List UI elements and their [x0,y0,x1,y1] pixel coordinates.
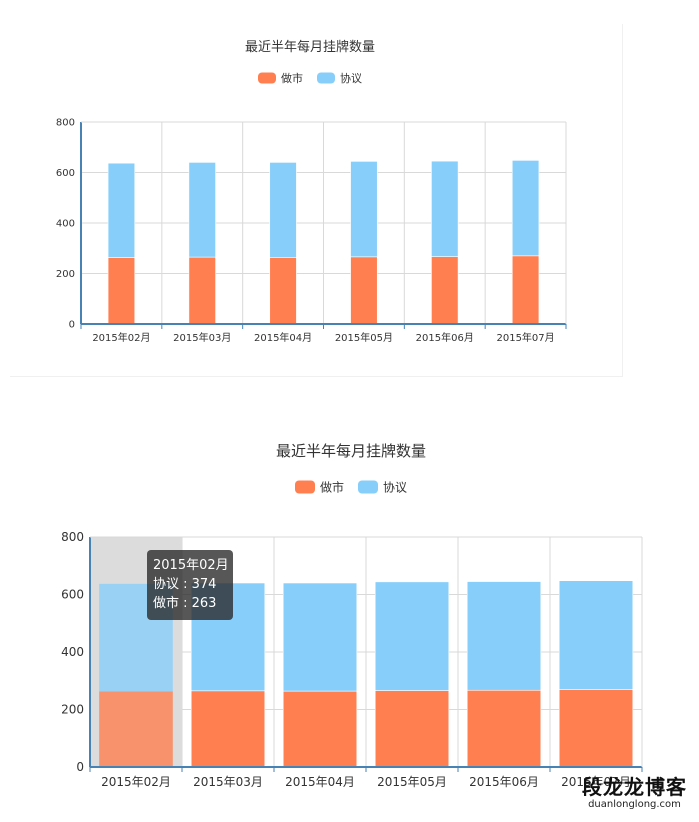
bar-zuoshi-3 [350,256,378,325]
x-tick-label-0: 2015年02月 [92,331,150,344]
x-tick-label-4: 2015年06月 [416,331,474,344]
x-tick-label-1: 2015年03月 [173,331,231,344]
tooltip-line-1: 做市 : 263 [153,595,216,611]
bar-zuoshi-5 [558,689,634,768]
watermark: 段龙龙博客 duanlonglong.com [582,777,687,810]
x-tick-label-1: 2015年03月 [193,775,263,789]
y-tick-label-4: 800 [61,530,84,544]
y-tick-label-0: 0 [69,320,75,331]
bar-zuoshi-2 [269,257,297,325]
tooltip-line-0: 协议 : 374 [153,577,216,592]
legend-swatch-0 [258,72,276,84]
y-tick-label-3: 600 [61,588,84,602]
bar-zuoshi-3 [374,690,450,768]
y-tick-label-0: 0 [76,760,84,774]
bar-zuoshi-4 [431,256,459,325]
watermark-domain: duanlonglong.com [588,799,681,810]
chart-title: 最近半年每月挂牌数量 [276,442,426,460]
bar-xieyi-5 [511,160,540,257]
bar-zuoshi-5 [511,255,540,325]
bar-xieyi-3 [374,581,450,691]
bar-xieyi-5 [558,580,634,690]
bar-xieyi-3 [350,161,378,258]
x-tick-label-3: 2015年05月 [377,775,447,789]
x-tick-label-2: 2015年04月 [285,775,355,789]
legend-swatch-1 [358,480,378,494]
bar-zuoshi-4 [466,689,542,768]
bar-xieyi-2 [282,582,358,692]
watermark-text: 段龙龙博客 [582,775,687,799]
bar-xieyi-2 [269,162,297,258]
bar-xieyi-4 [466,581,542,691]
y-tick-label-1: 200 [61,703,84,717]
legend-label-1: 协议 [340,71,362,85]
bar-xieyi-0 [107,162,136,258]
y-tick-label-2: 400 [61,645,84,659]
y-tick-label-1: 200 [56,269,75,280]
legend-label-1: 协议 [383,479,407,494]
bar-zuoshi-0 [99,691,173,767]
bar-zuoshi-1 [190,690,266,768]
x-tick-label-2: 2015年04月 [254,331,312,344]
bar-zuoshi-1 [188,256,216,325]
x-tick-label-5: 2015年07月 [496,331,554,344]
legend-swatch-0 [295,480,315,494]
x-tick-label-3: 2015年05月 [335,331,393,344]
legend-swatch-1 [317,72,335,84]
bar-xieyi-4 [431,160,459,257]
tooltip-box [147,550,233,620]
bar-zuoshi-2 [282,690,358,768]
chart-panel-1 [10,24,623,377]
y-tick-label-3: 600 [56,168,75,179]
tooltip-title: 2015年02月 [153,558,229,573]
y-tick-label-2: 400 [56,219,75,230]
bar-xieyi-1 [188,162,216,258]
x-tick-label-5: 2015年07月 [561,775,631,789]
x-tick-label-0: 2015年02月 [101,775,171,789]
y-tick-label-4: 800 [56,118,75,129]
chart-title: 最近半年每月挂牌数量 [245,39,375,55]
legend-label-0: 做市 [320,479,344,494]
legend-label-0: 做市 [281,71,303,85]
x-tick-label-4: 2015年06月 [469,775,539,789]
